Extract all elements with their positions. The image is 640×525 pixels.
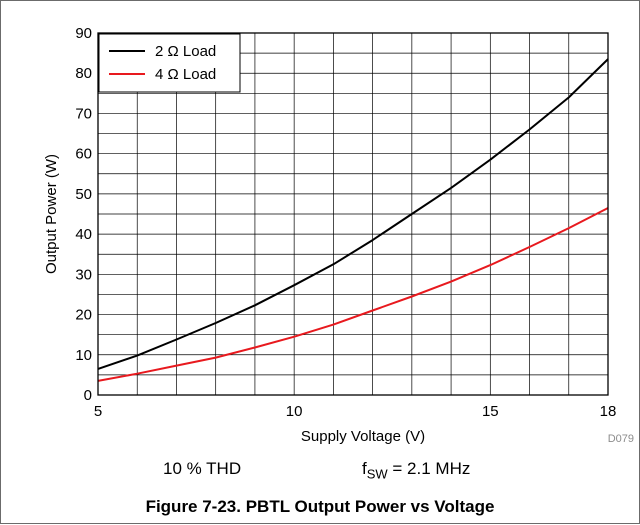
y-tick-label: 50 [75, 186, 92, 203]
chart-grid [98, 33, 608, 395]
x-tick-label: 10 [286, 403, 303, 420]
y-tick-label: 30 [75, 266, 92, 283]
fsw-subscript: SW [366, 466, 388, 482]
thd-condition: 10 % THD [163, 459, 242, 478]
switching-frequency-condition: fSW = 2.1 MHz [362, 459, 470, 481]
y-tick-label: 10 [75, 347, 92, 364]
y-tick-label: 20 [75, 307, 92, 324]
y-tick-labels: 0 10 20 30 40 50 60 70 80 90 [75, 25, 92, 404]
series-line-1 [97, 207, 609, 382]
series-layer [97, 58, 609, 382]
x-axis-label: Supply Voltage (V) [301, 428, 425, 445]
fsw-symbol: f [362, 459, 367, 478]
y-tick-label: 0 [84, 387, 92, 404]
legend-label-4-ohm: 4 Ω Load [155, 66, 216, 83]
x-tick-labels: 5 10 15 18 [94, 403, 617, 420]
x-tick-label: 18 [600, 403, 617, 420]
y-tick-label: 80 [75, 65, 92, 82]
y-tick-label: 90 [75, 25, 92, 42]
x-tick-label: 5 [94, 403, 102, 420]
legend-label-2-ohm: 2 Ω Load [155, 43, 216, 60]
fsw-value: = 2.1 MHz [387, 459, 471, 478]
plot-border [97, 32, 609, 396]
figure-caption: Figure 7-23. PBTL Output Power vs Voltag… [145, 497, 495, 516]
y-tick-label: 40 [75, 226, 92, 243]
y-tick-label: 60 [75, 146, 92, 163]
x-tick-label: 15 [482, 403, 499, 420]
legend: 2 Ω Load 4 Ω Load [98, 33, 241, 93]
series-line-0 [97, 58, 609, 370]
y-tick-label: 70 [75, 105, 92, 122]
legend-box [98, 33, 241, 93]
top-border-line [0, 0, 640, 1]
y-axis-label: Output Power (W) [43, 154, 60, 274]
figure-code: D079 [608, 433, 634, 445]
line-chart: 5 10 15 18 0 10 20 30 40 50 60 70 80 90 Supply Volta… [43, 25, 634, 445]
